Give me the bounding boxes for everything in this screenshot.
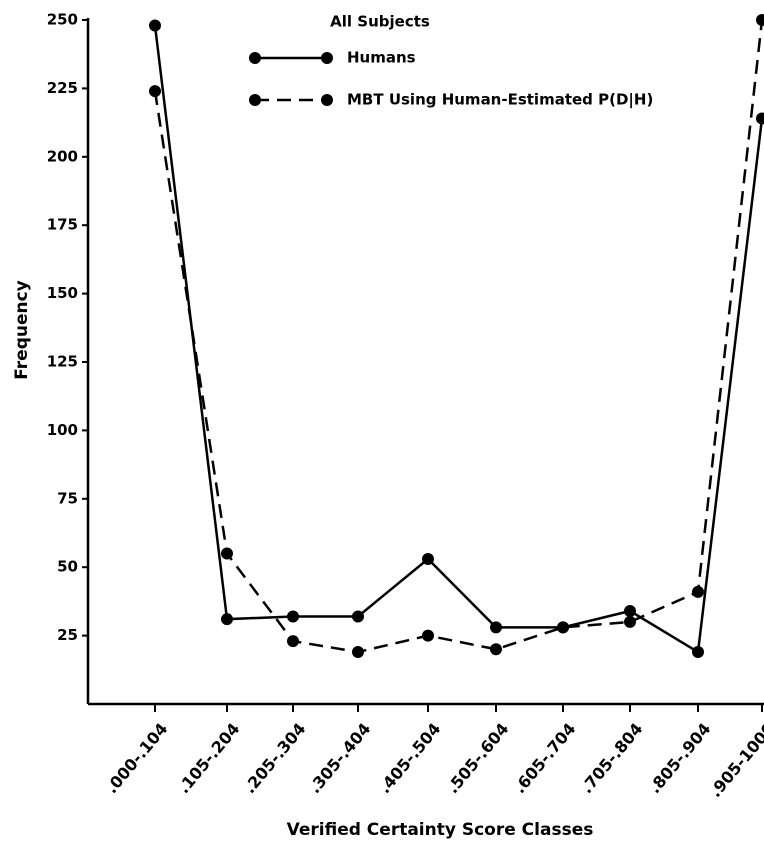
data-point [756,112,764,125]
y-tick-label: 225 [47,79,78,97]
data-point [149,19,161,32]
legend-marker [249,94,261,106]
x-tick-label: .705-.804 [577,719,647,797]
data-point [287,635,299,648]
data-point [624,615,636,628]
y-tick-label: 100 [47,421,78,439]
chart-title: All Subjects [330,13,430,31]
x-tick-label: .000-.104 [102,719,172,797]
y-tick-label: 125 [47,353,78,371]
data-point [149,85,161,98]
y-tick-label: 50 [57,558,78,576]
y-tick-label: 25 [57,626,78,644]
x-tick-label: .305-.404 [305,719,375,797]
y-tick-label: 150 [47,284,78,302]
y-axis-label: Frequency [12,280,32,380]
legend-marker [321,94,333,106]
data-point [490,643,502,656]
x-tick-label: .605-.704 [510,719,580,797]
legend-marker [249,52,261,64]
data-point [422,629,434,642]
x-tick-label: .205-.304 [240,719,310,797]
x-tick-label: .505-.604 [443,719,513,797]
y-tick-label: 75 [57,489,78,507]
data-point [287,610,299,623]
data-point [557,621,569,634]
y-tick-label: 175 [47,216,78,234]
series-line [153,25,764,655]
x-tick-label: .405-.504 [375,719,445,797]
data-point [422,552,434,565]
x-axis-label: Verified Certainty Score Classes [287,820,594,840]
data-point [352,610,364,623]
series-line [153,19,764,654]
data-point [692,646,704,659]
data-point [624,604,636,617]
legend-label: MBT Using Human-Estimated P(D|H) [347,91,653,110]
x-tick-label: .805-.904 [645,719,715,797]
data-point [221,547,233,560]
y-tick-label: 200 [47,147,78,165]
data-point [490,621,502,634]
legend-marker [321,52,333,64]
data-point [756,14,764,26]
y-tick-label: 250 [47,11,78,29]
x-tick-label: .105-.204 [174,719,244,797]
data-point [221,613,233,626]
data-point [352,646,364,659]
data-point [692,585,704,598]
legend-label: Humans [347,49,416,67]
